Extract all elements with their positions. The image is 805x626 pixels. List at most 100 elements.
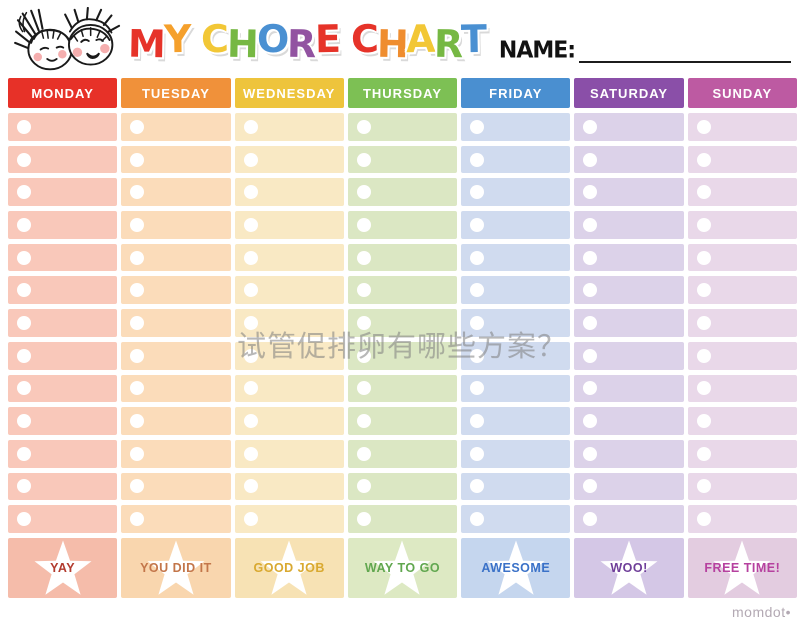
check-circle[interactable] [130, 217, 145, 232]
check-circle[interactable] [696, 283, 711, 298]
check-circle[interactable] [583, 315, 598, 330]
check-circle[interactable] [243, 381, 258, 396]
check-circle[interactable] [17, 414, 31, 429]
check-circle[interactable] [243, 479, 258, 494]
check-circle[interactable] [17, 446, 31, 461]
check-circle[interactable] [243, 414, 258, 429]
check-circle[interactable] [583, 446, 598, 461]
check-circle[interactable] [17, 217, 31, 232]
check-circle[interactable] [17, 315, 31, 330]
check-circle[interactable] [696, 446, 711, 461]
check-circle[interactable] [17, 152, 31, 167]
check-circle[interactable] [696, 512, 711, 527]
chore-cell [461, 211, 571, 239]
name-input-line[interactable] [579, 39, 791, 63]
check-circle[interactable] [243, 315, 258, 330]
check-circle[interactable] [17, 348, 31, 363]
name-label: NAME: [498, 36, 576, 64]
check-circle[interactable] [583, 414, 598, 429]
check-circle[interactable] [696, 250, 711, 265]
check-circle[interactable] [470, 479, 485, 494]
check-circle[interactable] [130, 348, 145, 363]
check-circle[interactable] [583, 283, 598, 298]
check-circle[interactable] [356, 446, 371, 461]
check-circle[interactable] [243, 512, 258, 527]
check-circle[interactable] [130, 446, 145, 461]
check-circle[interactable] [583, 152, 598, 167]
check-circle[interactable] [356, 315, 371, 330]
check-circle[interactable] [130, 185, 145, 200]
check-circle[interactable] [356, 512, 371, 527]
check-circle[interactable] [17, 283, 31, 298]
chore-cell [121, 472, 231, 501]
check-circle[interactable] [583, 250, 598, 265]
check-circle[interactable] [130, 250, 145, 265]
chore-cell [574, 211, 684, 239]
check-circle[interactable] [17, 185, 31, 200]
check-circle[interactable] [130, 315, 145, 330]
check-circle[interactable] [696, 217, 711, 232]
check-circle[interactable] [130, 512, 145, 527]
check-circle[interactable] [356, 479, 371, 494]
check-circle[interactable] [356, 348, 371, 363]
check-circle[interactable] [130, 283, 145, 298]
check-circle[interactable] [470, 283, 485, 298]
check-circle[interactable] [470, 381, 485, 396]
check-circle[interactable] [17, 119, 31, 134]
check-circle[interactable] [356, 414, 371, 429]
check-circle[interactable] [583, 479, 598, 494]
check-circle[interactable] [130, 479, 145, 494]
check-circle[interactable] [696, 348, 711, 363]
check-circle[interactable] [243, 250, 258, 265]
check-circle[interactable] [243, 283, 258, 298]
check-circle[interactable] [243, 348, 258, 363]
check-circle[interactable] [470, 119, 485, 134]
check-circle[interactable] [356, 152, 371, 167]
check-circle[interactable] [583, 119, 598, 134]
check-circle[interactable] [696, 381, 711, 396]
check-circle[interactable] [17, 381, 31, 396]
chore-cell [234, 276, 344, 305]
check-circle[interactable] [470, 348, 485, 363]
check-circle[interactable] [696, 315, 711, 330]
check-circle[interactable] [243, 119, 258, 134]
check-circle[interactable] [17, 512, 31, 527]
check-circle[interactable] [696, 185, 711, 200]
check-circle[interactable] [470, 446, 485, 461]
check-circle[interactable] [470, 414, 485, 429]
check-circle[interactable] [470, 512, 485, 527]
check-circle[interactable] [696, 119, 711, 134]
check-circle[interactable] [356, 119, 371, 134]
check-circle[interactable] [470, 185, 485, 200]
check-circle[interactable] [583, 381, 598, 396]
check-circle[interactable] [356, 381, 371, 396]
check-circle[interactable] [130, 414, 145, 429]
check-circle[interactable] [130, 119, 145, 134]
check-circle[interactable] [243, 217, 258, 232]
check-circle[interactable] [356, 250, 371, 265]
check-circle[interactable] [243, 185, 258, 200]
check-circle[interactable] [583, 217, 598, 232]
check-circle[interactable] [356, 217, 371, 232]
check-circle[interactable] [130, 381, 145, 396]
check-circle[interactable] [696, 479, 711, 494]
check-circle[interactable] [470, 217, 485, 232]
reward-phrase: WOO! [610, 561, 648, 575]
check-circle[interactable] [470, 315, 485, 330]
check-circle[interactable] [356, 283, 371, 298]
check-circle[interactable] [696, 152, 711, 167]
check-circle[interactable] [696, 414, 711, 429]
check-circle[interactable] [17, 250, 31, 265]
check-circle[interactable] [470, 152, 485, 167]
check-circle[interactable] [583, 185, 598, 200]
check-circle[interactable] [356, 185, 371, 200]
check-circle[interactable] [243, 152, 258, 167]
check-circle[interactable] [583, 348, 598, 363]
title-letter: O [256, 16, 288, 62]
check-circle[interactable] [17, 479, 31, 494]
check-circle[interactable] [583, 512, 598, 527]
check-circle[interactable] [243, 446, 258, 461]
check-circle[interactable] [470, 250, 485, 265]
chore-cell [234, 505, 344, 533]
check-circle[interactable] [130, 152, 145, 167]
